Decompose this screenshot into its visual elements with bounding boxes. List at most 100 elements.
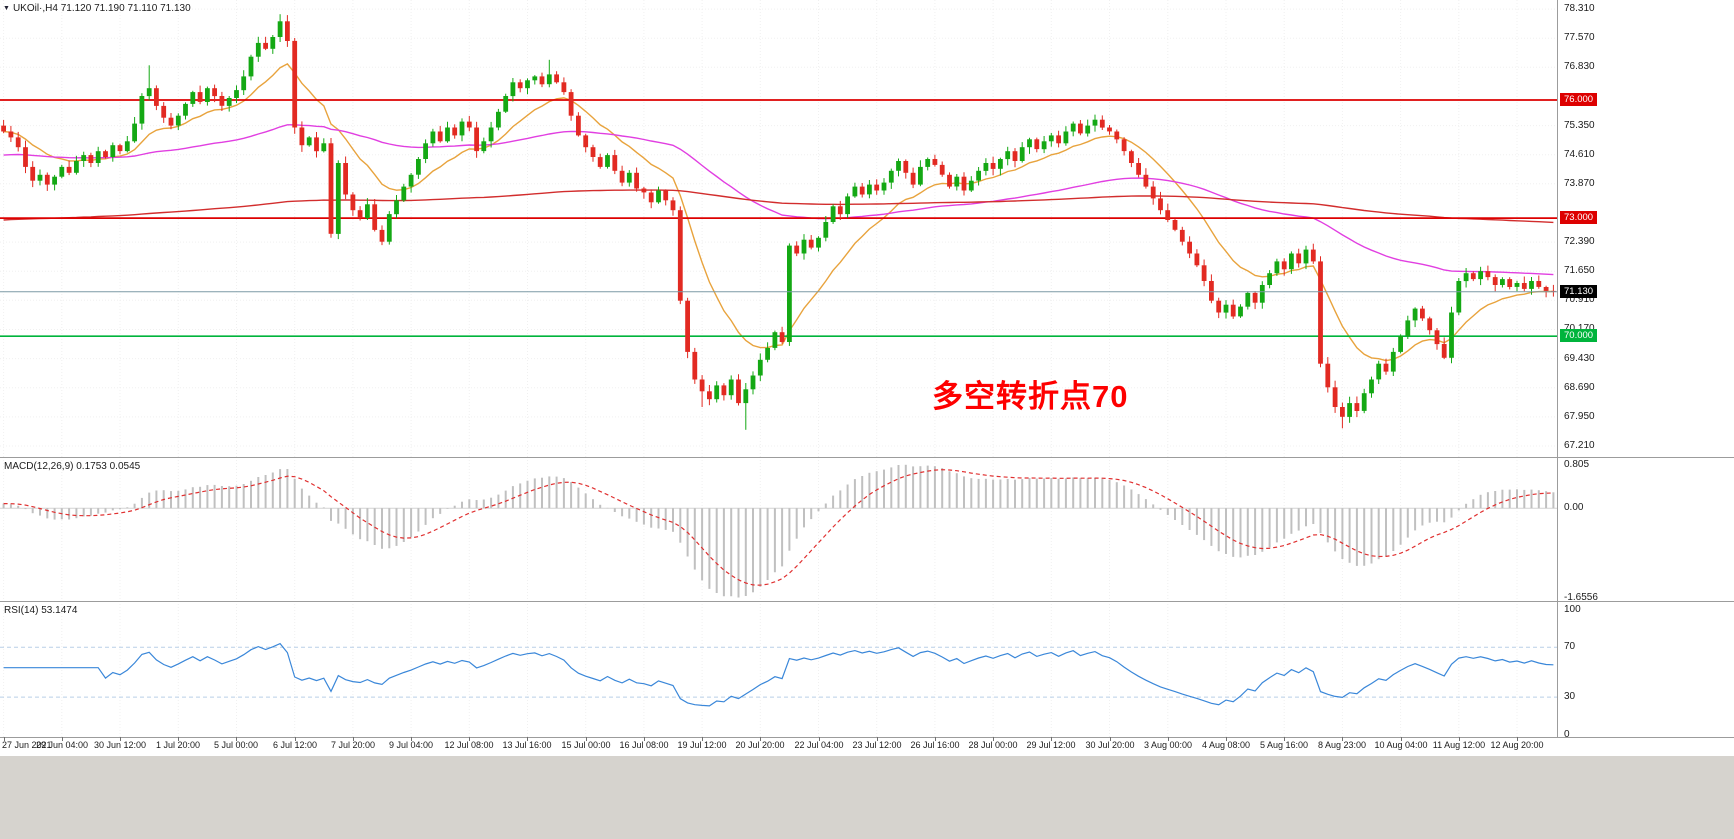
time-axis-label: 30 Jul 20:00 [1085,740,1135,750]
time-axis-label: 30 Jun 12:00 [93,740,147,750]
time-axis-label: 9 Jul 04:00 [388,740,434,750]
macd-histogram [2,464,1555,598]
time-axis-label: 26 Jul 16:00 [910,740,960,750]
time-axis-label: 20 Jul 20:00 [735,740,785,750]
ma-line-medium [3,124,1554,276]
time-axis-tick [1401,737,1402,741]
time-axis-label: 4 Aug 08:00 [1201,740,1251,750]
time-axis-tick [1226,737,1227,741]
price-axis-label: 75.350 [1564,120,1595,131]
time-axis-tick [935,737,936,741]
time-axis-tick [586,737,587,741]
time-axis[interactable]: 27 Jun 2021 29 Jun 04:00 30 Jun 12:00 1 Jul… [0,737,1734,756]
price-axis-label: 68.690 [1564,382,1595,393]
rsi-axis-label: 100 [1564,604,1581,615]
time-axis-tick [993,737,994,741]
price-axis-label: 77.570 [1564,32,1595,43]
symbol-ohlc-text: UKOil·,H4 71.120 71.190 71.110 71.130 [12,3,191,14]
time-axis-tick [877,737,878,741]
time-axis-label: 7 Jul 20:00 [330,740,376,750]
main-chart-canvas[interactable] [0,0,1557,457]
time-axis-tick [4,737,5,741]
time-axis-label: 19 Jul 12:00 [677,740,727,750]
time-axis-label: 13 Jul 16:00 [502,740,552,750]
time-axis-tick [236,737,237,741]
time-axis-label: 6 Jul 12:00 [272,740,318,750]
time-axis-tick [1342,737,1343,741]
price-axis-label: 71.650 [1564,265,1595,276]
price-level-badge: 76.000 [1560,93,1598,106]
time-axis-tick [1110,737,1111,741]
rsi-axis-label: 0 [1564,729,1570,740]
price-axis-label: 67.950 [1564,411,1595,422]
symbol-header: ▼ UKOil·,H4 71.120 71.190 71.110 71.130 [3,3,191,14]
candles [1,14,1556,430]
rsi-axis-label: 30 [1564,691,1576,702]
current-price-badge: 71.130 [1560,285,1598,298]
time-axis-tick [1051,737,1052,741]
time-axis-label: 15 Jul 00:00 [561,740,611,750]
price-axis-label: 70.910 [1564,294,1595,305]
time-axis-label: 1 Jul 20:00 [155,740,201,750]
macd-signal-line [3,469,1554,586]
time-axis-tick [702,737,703,741]
time-axis-label: 27 Jun 2021 [2,740,52,750]
time-axis-label: 12 Jul 08:00 [444,740,494,750]
main-grid [0,0,1557,457]
time-axis-tick [62,737,63,741]
macd-axis-label: 0.805 [1564,459,1590,470]
time-axis-label: 28 Jul 00:00 [968,740,1018,750]
time-axis-label: 5 Jul 00:00 [213,740,259,750]
panel-separator-rsi[interactable] [0,601,1734,602]
time-axis-tick [1517,737,1518,741]
price-axis-label: 70.170 [1564,323,1595,335]
time-axis-label: 16 Jul 08:00 [619,740,669,750]
price-level-badge: 70.000 [1560,329,1598,342]
price-axis-label: 72.390 [1564,236,1595,247]
price-axis[interactable]: 78.310 77.570 76.830 75.350 74.610 73.870 72.3… [1558,0,1734,756]
time-axis-tick [295,737,296,741]
bottom-filler [0,756,1734,839]
price-axis-label: 67.210 [1564,440,1595,451]
time-axis-label: 12 Aug 20:00 [1490,740,1544,750]
rsi-canvas[interactable] [0,601,1557,737]
time-axis-label: 10 Aug 04:00 [1374,740,1428,750]
time-axis-label: 5 Aug 16:00 [1259,740,1309,750]
rsi-line [3,642,1554,707]
time-axis-tick [760,737,761,741]
chart-annotation-text[interactable]: 多空转折点70 [932,379,1129,414]
rsi-header: RSI(14) 53.1474 [4,605,78,616]
time-axis-tick [1459,737,1460,741]
time-axis-label: 22 Jul 04:00 [794,740,844,750]
time-axis-tick [527,737,528,741]
time-axis-tick [1284,737,1285,741]
time-axis-label: 11 Aug 12:00 [1432,740,1486,750]
macd-canvas[interactable] [0,457,1557,601]
time-axis-label: 3 Aug 00:00 [1143,740,1193,750]
price-axis-label: 76.830 [1564,61,1595,72]
time-axis-tick [1168,737,1169,741]
chevron-down-icon[interactable]: ▼ [3,5,10,12]
time-axis-tick [644,737,645,741]
price-axis-label: 74.610 [1564,149,1595,160]
macd-header: MACD(12,26,9) 0.1753 0.0545 [4,461,141,472]
time-axis-tick [120,737,121,741]
time-axis-tick [353,737,354,741]
time-axis-tick [178,737,179,741]
price-axis-label: 78.310 [1564,3,1595,14]
time-axis-label: 29 Jun 04:00 [35,740,89,750]
time-axis-tick [819,737,820,741]
price-axis-separator [1557,0,1558,737]
price-axis-label: 69.430 [1564,353,1595,364]
time-axis-label: 8 Aug 23:00 [1317,740,1367,750]
ma-line-fast [3,63,1554,362]
time-axis-label: 29 Jul 12:00 [1026,740,1076,750]
time-axis-separator [0,737,1734,738]
price-axis-label: 73.870 [1564,178,1595,189]
panel-separator-macd[interactable] [0,457,1734,458]
macd-axis-label: 0.00 [1564,502,1584,513]
time-axis-tick [469,737,470,741]
ma-line-slow [3,189,1554,224]
time-axis-tick [411,737,412,741]
